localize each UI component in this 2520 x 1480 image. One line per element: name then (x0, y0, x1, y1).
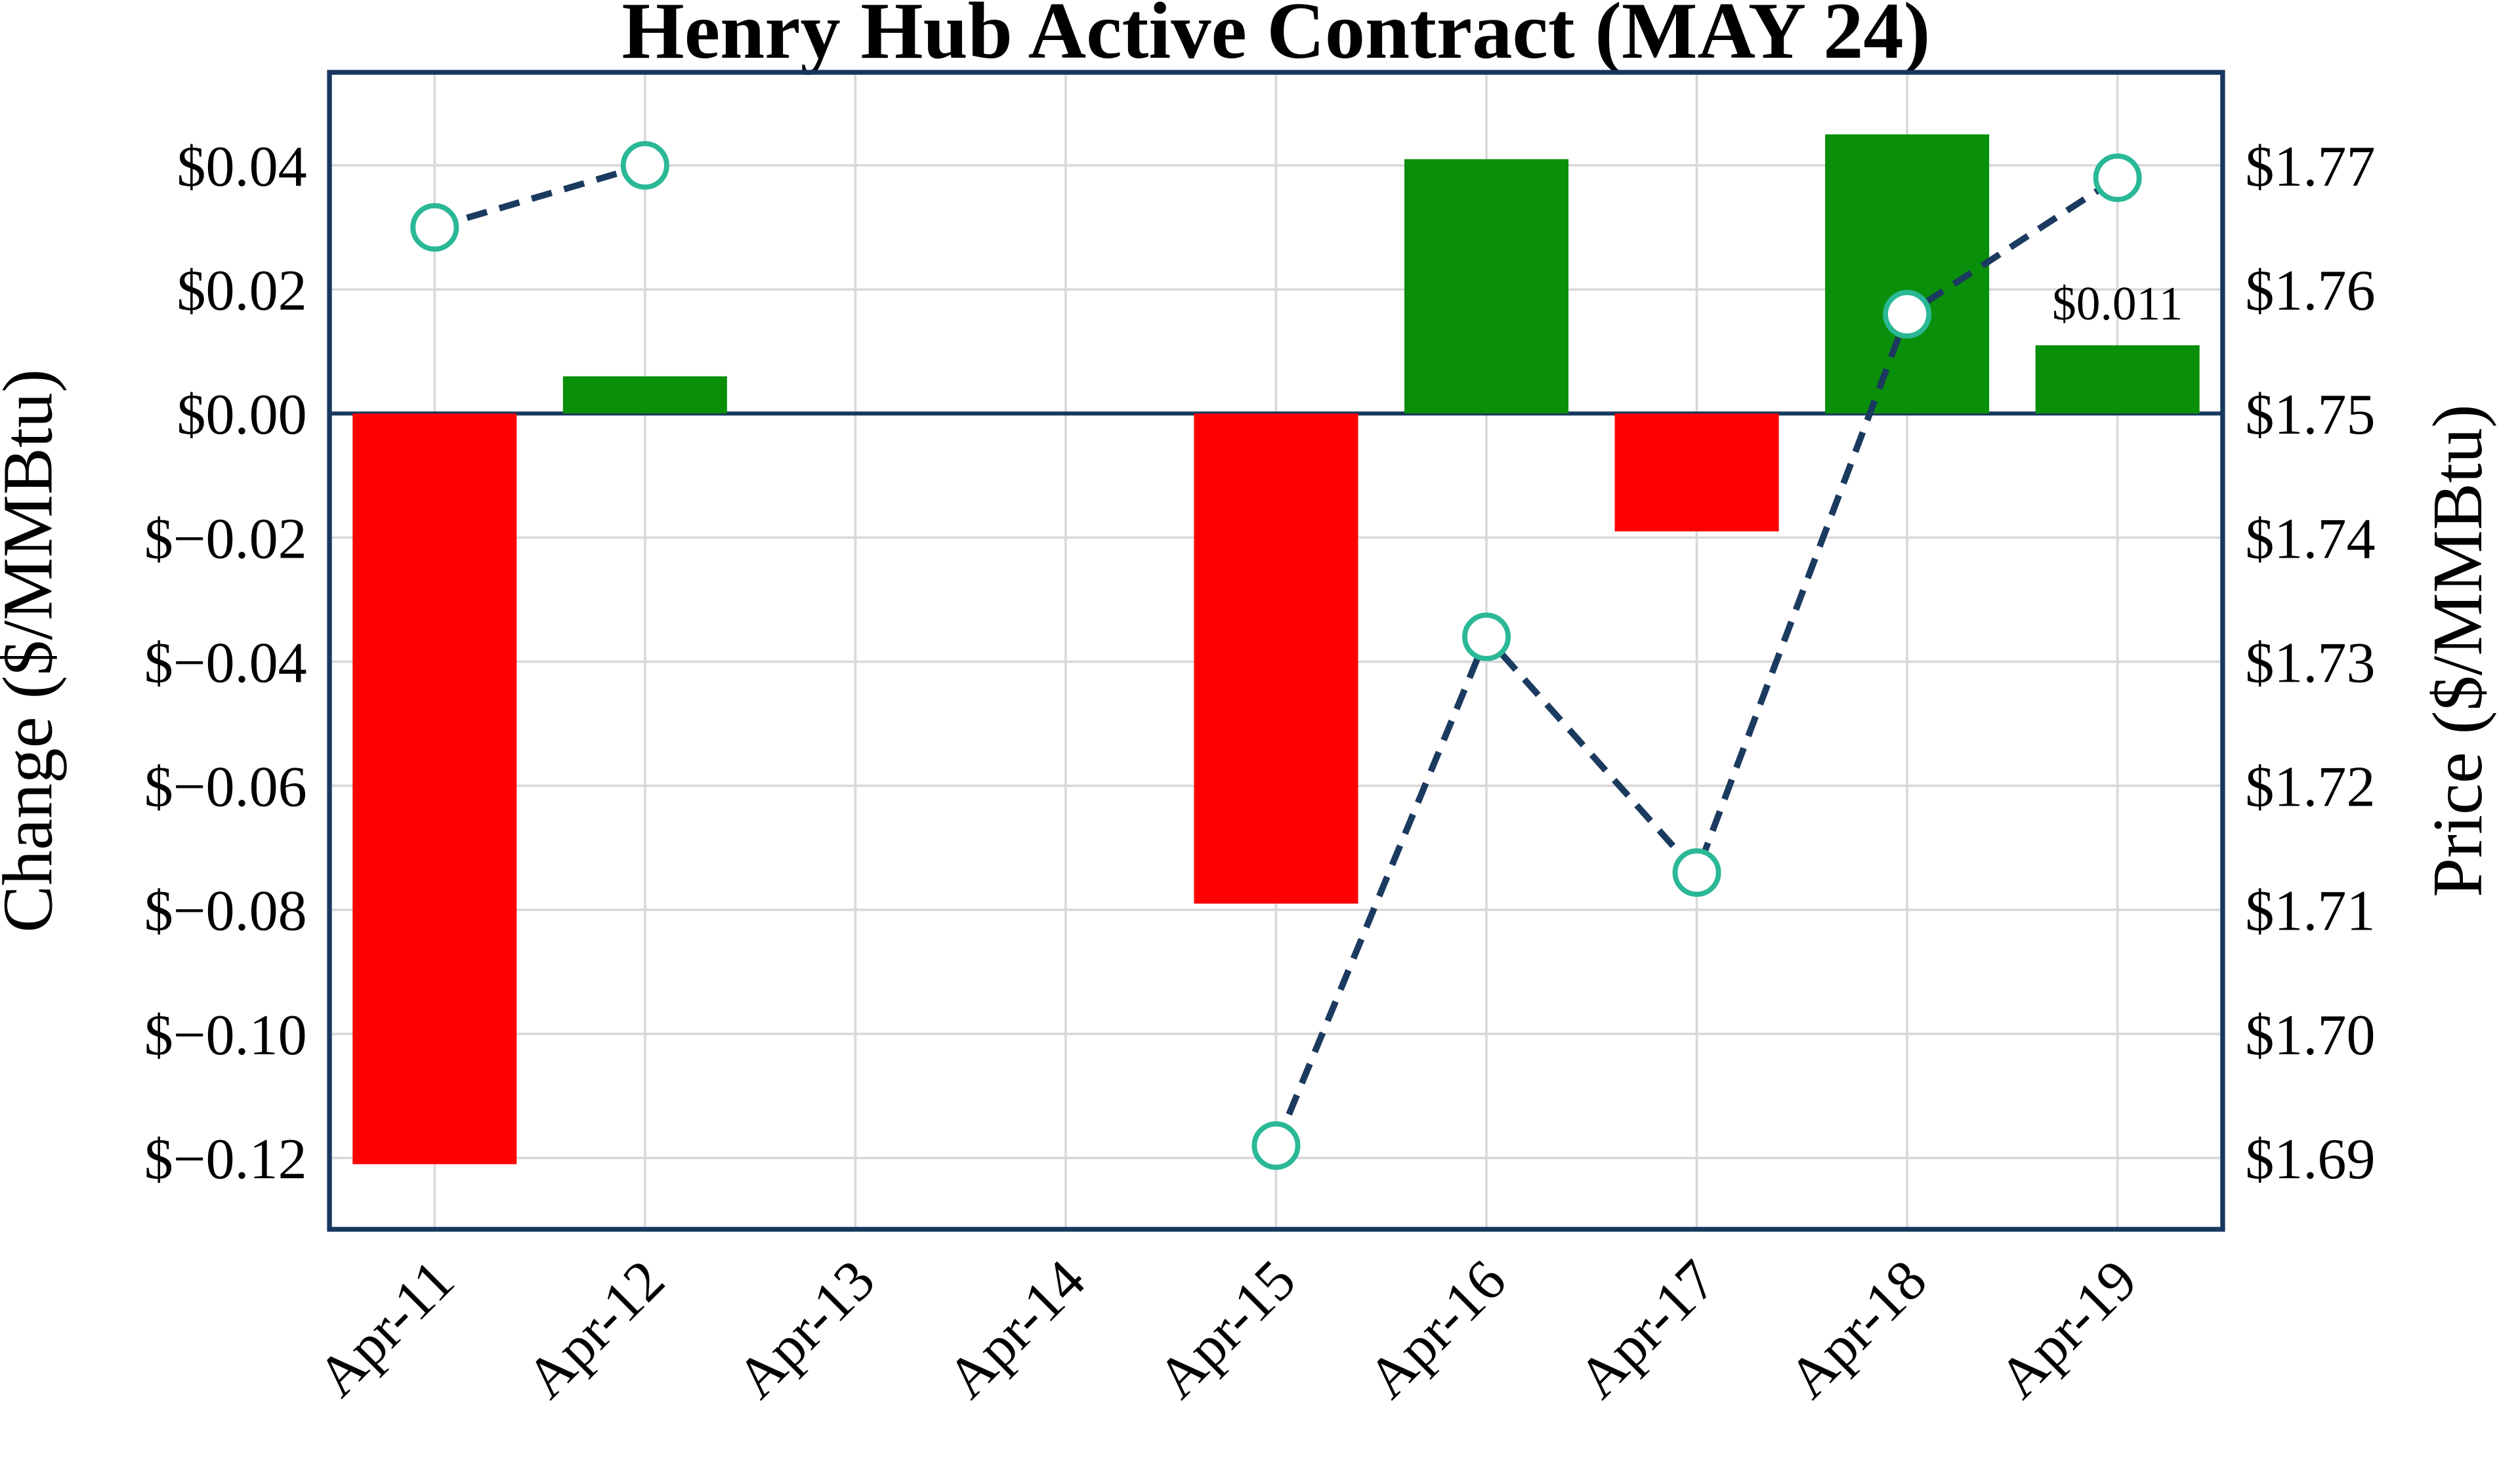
left-tick-label: $0.00 (177, 382, 306, 447)
price-markers (410, 141, 2142, 1170)
right-tick-label: $1.75 (2245, 382, 2375, 447)
plot-border (327, 70, 2225, 1232)
right-tick-label: $1.73 (2245, 630, 2375, 695)
x-tick-label: Apr-19 (1986, 1248, 2149, 1410)
left-tick-label: $−0.02 (144, 506, 307, 571)
x-tick-label: Apr-15 (1145, 1248, 1308, 1410)
bar-value-annotation: $0.011 (2052, 277, 2183, 330)
x-tick-label: Apr-12 (514, 1248, 677, 1410)
price-marker (410, 203, 459, 252)
change-bar (1194, 413, 1358, 904)
left-tick-label: $0.02 (177, 258, 306, 323)
right-tick-label: $1.69 (2245, 1127, 2375, 1191)
x-tick-label: Apr-13 (724, 1248, 887, 1410)
left-tick-label: $−0.12 (144, 1127, 307, 1191)
price-marker (1462, 612, 1511, 661)
x-tick-label: Apr-11 (305, 1248, 467, 1409)
price-marker (2093, 154, 2142, 202)
price-marker (620, 141, 669, 190)
price-marker (1251, 1121, 1301, 1170)
x-tick-labels: Apr-11 Apr-12 Apr-13 Apr-14 Apr-15 Apr-16 Apr-… (305, 1248, 2149, 1410)
right-tick-label: $1.76 (2245, 258, 2375, 323)
right-tick-label: $1.70 (2245, 1003, 2375, 1067)
left-tick-label: $−0.06 (144, 755, 307, 819)
price-line (433, 162, 2120, 1147)
price-marker (1883, 290, 1932, 339)
right-tick-label: $1.77 (2245, 134, 2375, 199)
left-axis-label: Change ($/MMBtu) (0, 369, 67, 933)
left-tick-label: $−0.10 (144, 1003, 307, 1067)
price-line-path (433, 162, 2120, 1147)
change-bar (2035, 345, 2200, 414)
right-axis-label: Price ($/MMBtu) (2419, 404, 2497, 897)
right-tick-label: $1.71 (2245, 879, 2375, 943)
change-bar (562, 376, 727, 414)
change-bar (1404, 159, 1569, 414)
right-tick-labels: $1.77 $1.76 $1.75 $1.74 $1.73 $1.72 $1.71 $1.70… (2245, 134, 2375, 1191)
change-bars (352, 134, 2200, 1164)
x-tick-label: Apr-16 (1355, 1248, 1518, 1410)
left-tick-label: $0.04 (177, 134, 306, 199)
left-tick-label: $−0.08 (144, 879, 307, 943)
left-tick-label: $−0.04 (144, 630, 307, 695)
chart-title: Henry Hub Active Contract (MAY 24) (622, 0, 1931, 75)
x-tick-label: Apr-17 (1566, 1248, 1729, 1410)
left-tick-labels: $0.04 $0.02 $0.00 $−0.02 $−0.04 $−0.06 $−0.08 $… (144, 134, 307, 1191)
change-bar (352, 413, 517, 1164)
x-tick-label: Apr-18 (1776, 1248, 1939, 1410)
right-tick-label: $1.74 (2245, 506, 2375, 571)
right-tick-label: $1.72 (2245, 755, 2375, 819)
price-marker (1672, 848, 1721, 897)
change-bar (1614, 413, 1779, 532)
change-bar (1825, 134, 1990, 414)
x-tick-label: Apr-14 (934, 1248, 1097, 1410)
